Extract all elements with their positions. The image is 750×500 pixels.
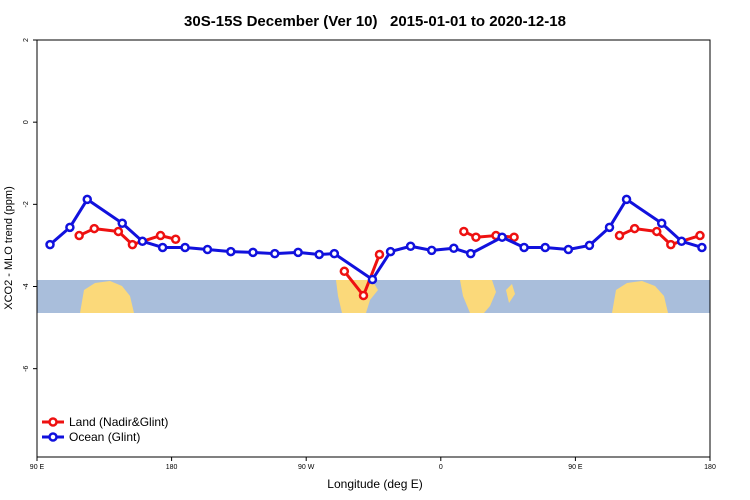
y-tick-label: 2 [23,38,30,42]
x-tick-label: 90 E [30,464,45,471]
y-tick-label: 0 [23,120,30,124]
legend-label: Land (Nadir&Glint) [69,415,168,429]
point [226,246,236,257]
point [89,223,100,234]
x-tick-label: 0 [439,464,443,471]
point [65,222,75,233]
point [113,226,124,237]
point [405,241,416,251]
point [248,247,258,258]
point [519,242,529,253]
point [170,234,181,245]
point [676,236,687,247]
point [652,226,662,237]
point [202,244,213,255]
point [604,222,615,233]
point [666,239,676,250]
point [314,249,324,260]
point [563,244,574,255]
x-tick-label: 180 [166,464,178,471]
point [540,242,550,253]
point [621,194,632,205]
point [127,239,138,250]
point [339,266,350,277]
point [509,232,519,242]
point [697,242,707,253]
point [629,223,640,234]
x-tick-label: 90 E [568,464,583,471]
point [358,290,369,301]
point [270,248,280,259]
point [117,218,127,228]
point [367,274,378,285]
point [497,232,507,242]
point [426,245,437,256]
legend-marker [48,432,58,442]
point [471,232,481,242]
point [180,242,190,253]
plot-frame [36,39,711,458]
y-axis-label: XCO2 - MLO trend (ppm) [3,186,15,309]
point [584,240,595,251]
point [656,218,667,228]
y-tick-label: -4 [23,283,30,289]
legend-marker [48,417,58,427]
point [459,226,469,237]
x-tick-label: 90 W [298,464,315,471]
point [293,247,303,258]
point [465,248,476,259]
y-tick-label: -6 [23,365,30,371]
chart-title: 30S-15S December (Ver 10) 2015-01-01 to … [184,13,566,30]
point [157,242,168,253]
point [695,230,705,241]
point [137,236,148,247]
y-tick-label: -2 [23,201,30,207]
point [82,194,93,205]
point [74,230,84,241]
map-strip [37,280,710,313]
point [374,249,385,260]
point [45,239,55,250]
point [449,243,459,254]
legend-label: Ocean (Glint) [69,430,140,444]
point [385,246,396,257]
x-tick-label: 180 [704,464,716,471]
point [329,248,340,259]
point [155,230,166,241]
point [614,230,625,241]
x-axis-label: Longitude (deg E) [327,477,422,491]
